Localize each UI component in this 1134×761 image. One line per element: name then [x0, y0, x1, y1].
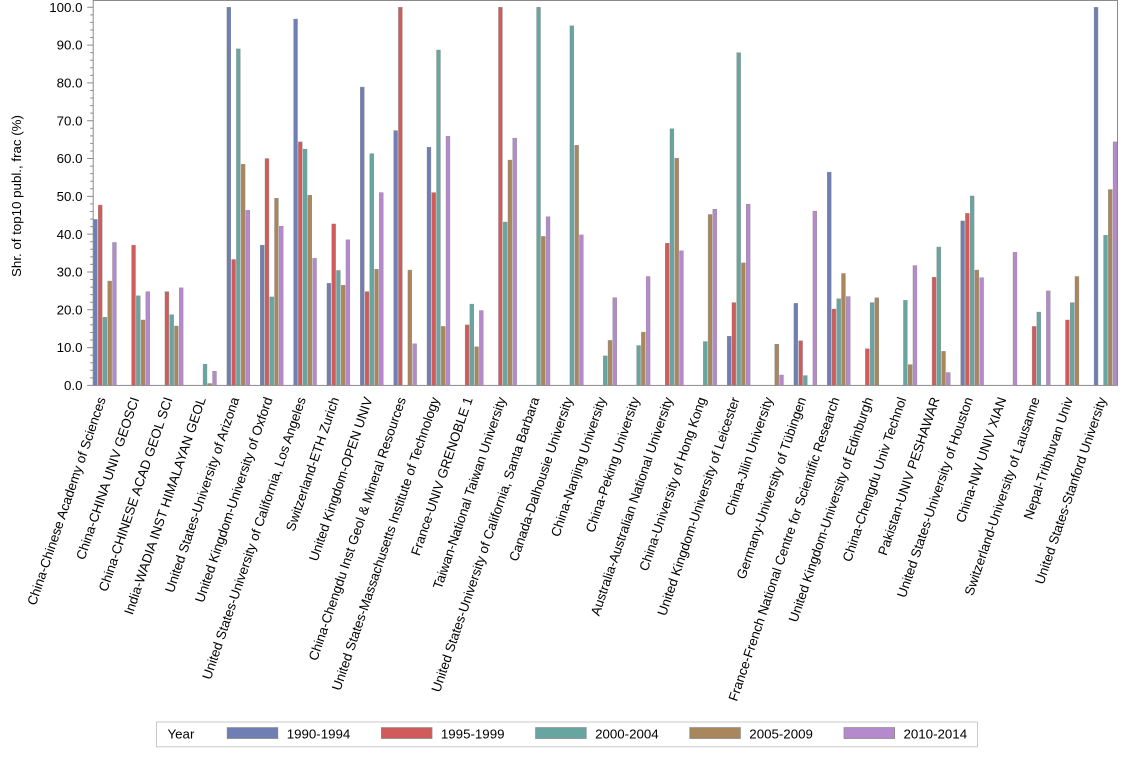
- svg-text:70.0: 70.0: [57, 113, 83, 128]
- svg-text:10.0: 10.0: [57, 340, 83, 355]
- svg-text:2010-2014: 2010-2014: [904, 726, 968, 741]
- svg-text:0.0: 0.0: [64, 378, 83, 393]
- svg-text:1995-1999: 1995-1999: [441, 726, 505, 741]
- svg-text:2005-2009: 2005-2009: [749, 726, 813, 741]
- svg-text:1990-1994: 1990-1994: [287, 726, 351, 741]
- svg-text:40.0: 40.0: [57, 227, 83, 242]
- svg-text:100.0: 100.0: [49, 0, 82, 15]
- svg-text:80.0: 80.0: [57, 76, 83, 91]
- svg-text:30.0: 30.0: [57, 265, 83, 280]
- svg-text:2000-2004: 2000-2004: [595, 726, 659, 741]
- svg-text:Year: Year: [168, 726, 195, 741]
- svg-text:Shr. of top10 publ., frac (%): Shr. of top10 publ., frac (%): [9, 115, 24, 277]
- svg-text:50.0: 50.0: [57, 189, 83, 204]
- svg-text:20.0: 20.0: [57, 302, 83, 317]
- svg-text:90.0: 90.0: [57, 38, 83, 53]
- svg-text:60.0: 60.0: [57, 151, 83, 166]
